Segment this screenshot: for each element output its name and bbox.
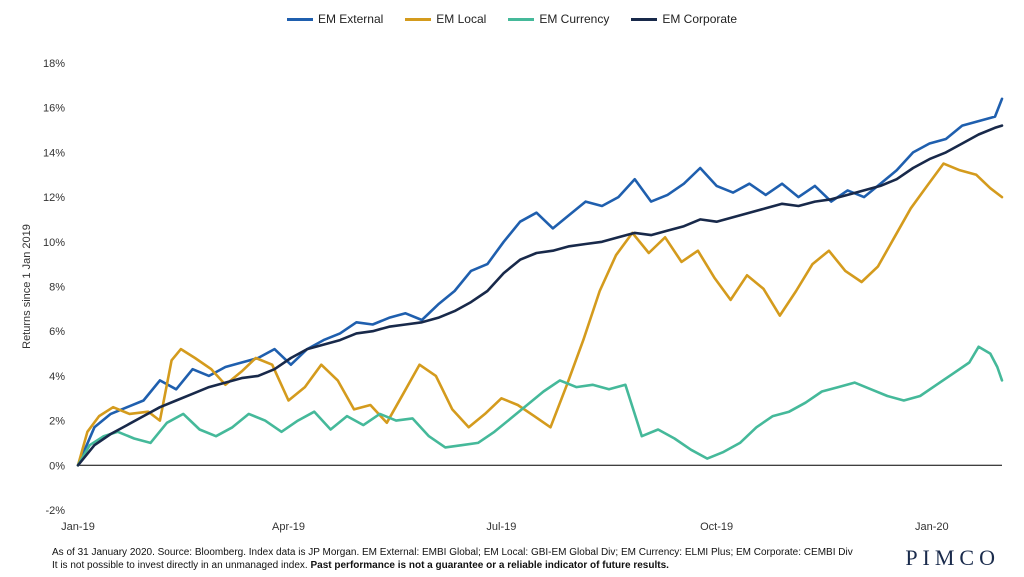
legend-item: EM Currency	[508, 12, 609, 26]
y-tick-label: 12%	[43, 192, 65, 204]
legend-label: EM Currency	[539, 12, 610, 26]
footnote: As of 31 January 2020. Source: Bloomberg…	[52, 546, 892, 572]
footnote-disclaimer: It is not possible to invest directly in…	[52, 560, 311, 571]
x-tick-label: Jan-20	[915, 521, 949, 533]
x-tick-label: Jul-19	[486, 521, 516, 533]
legend-label: EM External	[317, 12, 384, 26]
x-tick-label: Apr-19	[272, 521, 305, 533]
y-tick-label: 6%	[49, 326, 65, 338]
chart-legend: EM External EM Local EM Currency EM Corpora…	[0, 10, 1024, 28]
series-line-em-corporate	[76, 124, 1004, 467]
legend-item: EM Corporate	[631, 12, 737, 26]
y-tick-label: 16%	[43, 103, 65, 115]
x-axis: Jan-19 Apr-19 Jul-19 Oct-19 Jan-20	[61, 464, 1002, 533]
x-tick-label: Jan-19	[61, 521, 95, 533]
legend-label: EM Local	[436, 12, 487, 26]
y-axis-title: Returns since 1 Jan 2019	[21, 224, 33, 349]
x-tick-label: Oct-19	[700, 521, 733, 533]
series-layer	[76, 97, 1004, 467]
y-tick-label: 0%	[49, 460, 65, 472]
legend-item: EM External	[286, 12, 384, 26]
y-tick-label: 18%	[43, 58, 65, 70]
legend-swatch	[508, 17, 535, 21]
pimco-logo: PIMCO	[905, 545, 1000, 570]
y-tick-label: 4%	[49, 371, 65, 383]
footnote-line2: It is not possible to invest directly in…	[52, 559, 892, 572]
y-tick-label: 8%	[49, 282, 65, 294]
y-tick-label: 14%	[43, 147, 65, 159]
y-tick-label: 10%	[43, 237, 65, 249]
legend-swatch	[405, 17, 432, 21]
footnote-disclaimer-bold: Past performance is not a guarantee or a…	[310, 560, 669, 571]
line-chart: -2% 0% 2% 4% 6% 8% 10% 12% 14% 16% 18% Jan-19 Apr-1…	[21, 58, 1004, 533]
footnote-line1: As of 31 January 2020. Source: Bloomberg…	[52, 547, 853, 558]
legend-label: EM Corporate	[662, 12, 738, 26]
legend-swatch	[286, 17, 313, 21]
legend-swatch	[631, 17, 658, 21]
legend-item: EM Local	[405, 12, 486, 26]
y-tick-label: 2%	[49, 416, 65, 428]
y-tick-label: -2%	[45, 505, 65, 517]
y-axis: -2% 0% 2% 4% 6% 8% 10% 12% 14% 16% 18%	[43, 58, 65, 517]
series-line-em-local	[76, 162, 1004, 467]
series-line-em-currency	[76, 345, 1004, 467]
